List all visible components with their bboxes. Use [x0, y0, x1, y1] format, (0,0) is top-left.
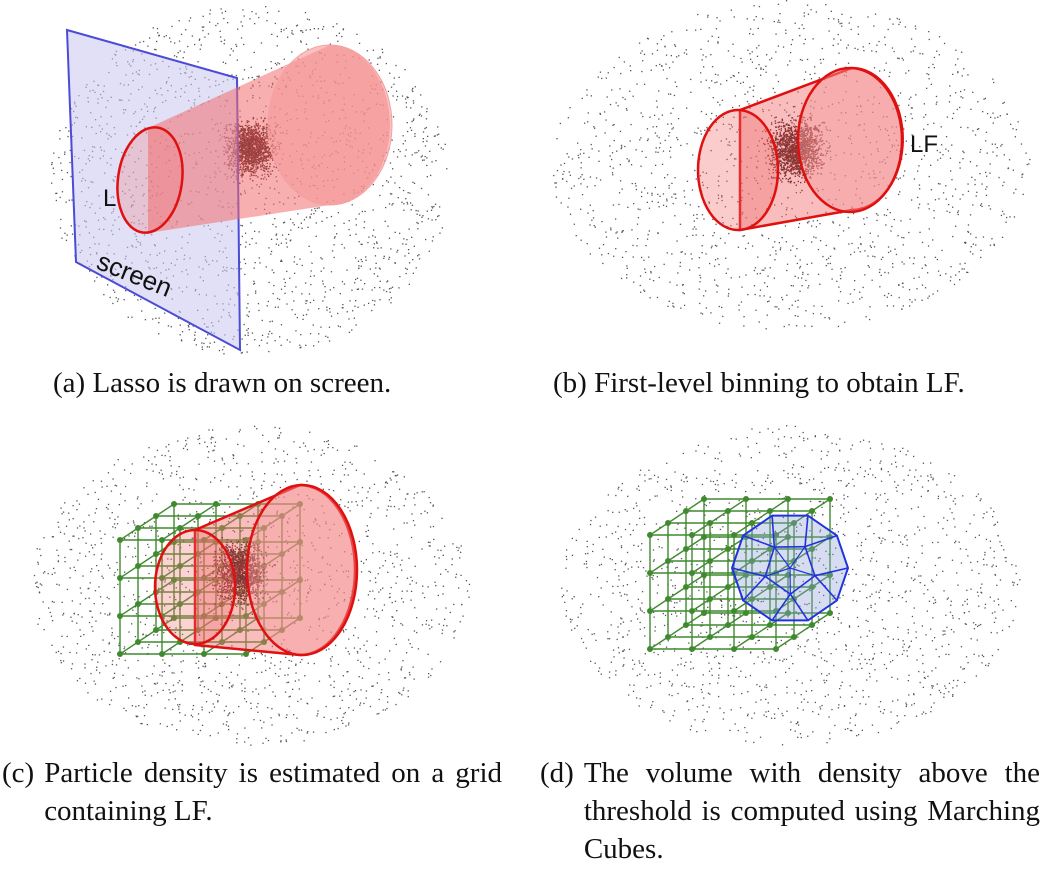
panel-d-figure — [540, 420, 1040, 750]
panel-a-figure: L screen — [0, 0, 500, 360]
lasso-ellipse — [116, 126, 184, 234]
caption-tag: (c) — [2, 757, 35, 789]
panel-b-figure: LF — [540, 0, 1040, 360]
frustum-near-end — [153, 528, 237, 646]
caption-text: Lasso is drawn on screen. — [92, 367, 392, 399]
caption-d: (d) The volume with density above the th… — [540, 754, 1040, 868]
caption-text: Particle density is estimated on a grid … — [44, 757, 502, 827]
caption-tag: (d) — [540, 757, 574, 789]
caption-a: (a) Lasso is drawn on screen. — [53, 364, 473, 402]
lasso-label: L — [103, 185, 116, 212]
caption-text: The volume with density above the thresh… — [583, 757, 1040, 865]
caption-b: (b) First-level binning to obtain LF. — [553, 364, 1033, 402]
panel-c-figure — [0, 420, 500, 750]
caption-tag: (a) — [53, 367, 86, 399]
frustum-far-end — [796, 66, 904, 214]
caption-c: (c) Particle density is estimated on a g… — [2, 754, 502, 830]
caption-tag: (b) — [553, 367, 587, 399]
frustum-label: LF — [910, 131, 938, 158]
frustum-far-end — [245, 483, 359, 657]
cone-far-end — [267, 44, 393, 206]
frustum-near-end — [696, 108, 780, 232]
particle-cloud — [553, 0, 1031, 330]
marching-cubes-mesh — [730, 514, 850, 622]
caption-text: First-level binning to obtain LF. — [594, 367, 965, 399]
